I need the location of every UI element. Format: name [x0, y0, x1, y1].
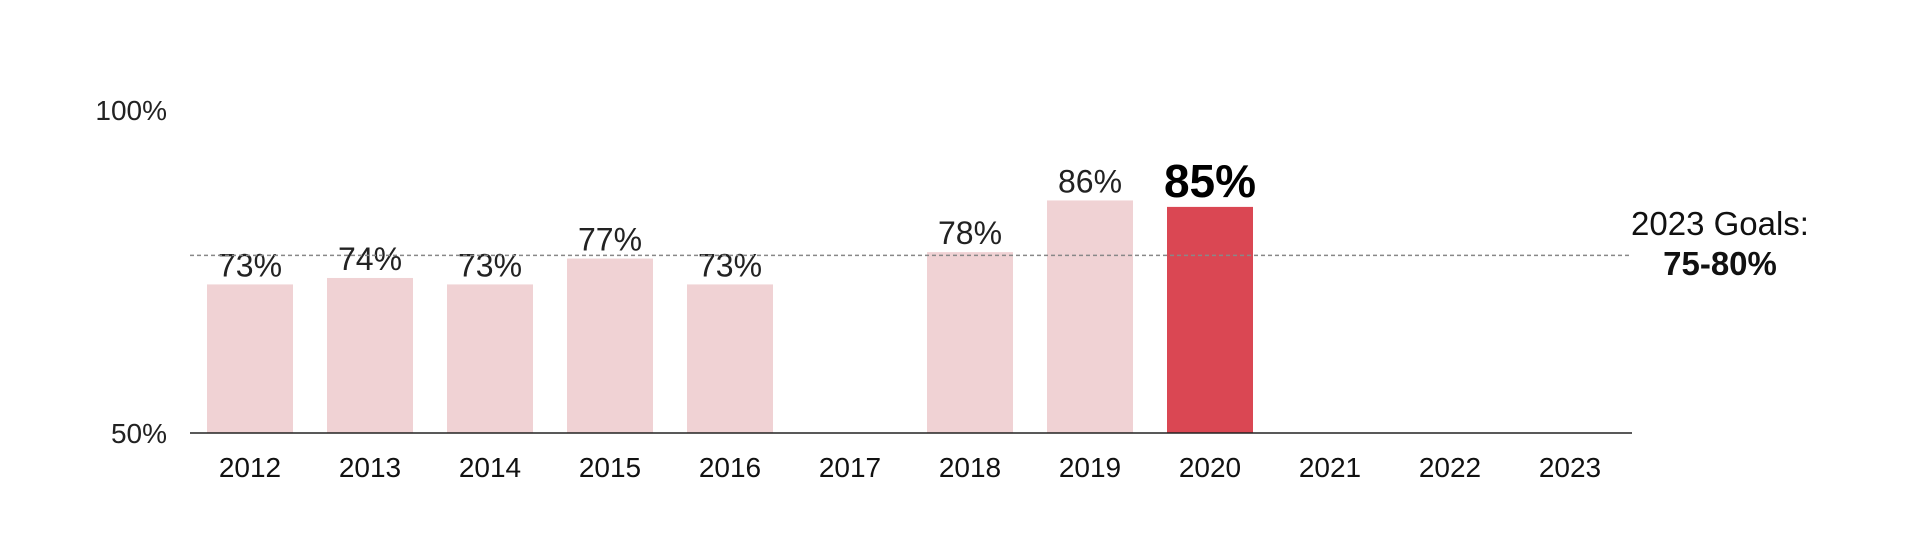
x-tick-label: 2019 — [1059, 452, 1121, 483]
x-tick-label: 2014 — [459, 452, 521, 483]
x-tick-label: 2020 — [1179, 452, 1241, 483]
data-label-2012: 73% — [218, 247, 282, 283]
x-tick-label: 2012 — [219, 452, 281, 483]
bar-2016 — [687, 284, 773, 433]
bar-series — [207, 200, 1253, 433]
x-axis-labels: 2012 2013 2014 2015 2016 2017 2018 2019 2020 2021… — [219, 452, 1601, 483]
x-tick-label: 2021 — [1299, 452, 1361, 483]
goal-annotation: 2023 Goals: 75-80% — [1620, 204, 1820, 284]
bar-2012 — [207, 284, 293, 433]
bar-data-labels: 73% 74% 73% 77% 73% 78% 86% 85% — [218, 155, 1256, 284]
data-label-2019: 86% — [1058, 163, 1122, 199]
x-tick-label: 2022 — [1419, 452, 1481, 483]
x-tick-label: 2016 — [699, 452, 761, 483]
data-label-2013: 74% — [338, 241, 402, 277]
data-label-2014: 73% — [458, 247, 522, 283]
goal-value: 75-80% — [1663, 245, 1777, 282]
bar-2019 — [1047, 200, 1133, 433]
data-label-2016: 73% — [698, 247, 762, 283]
x-tick-label: 2015 — [579, 452, 641, 483]
data-label-2020: 85% — [1164, 155, 1256, 207]
y-tick-label: 50% — [111, 418, 167, 449]
y-tick-label: 100% — [95, 95, 167, 126]
x-tick-label: 2018 — [939, 452, 1001, 483]
bar-2015 — [567, 258, 653, 433]
x-tick-label: 2023 — [1539, 452, 1601, 483]
x-tick-label: 2013 — [339, 452, 401, 483]
x-tick-label: 2017 — [819, 452, 881, 483]
y-axis-ticks: 50% 100% — [95, 95, 167, 449]
data-label-2015: 77% — [578, 222, 642, 258]
bar-2014 — [447, 284, 533, 433]
bar-2018 — [927, 252, 1013, 433]
goal-title: 2023 Goals: — [1631, 205, 1809, 242]
data-label-2018: 78% — [938, 215, 1002, 251]
bar-2020 — [1167, 206, 1253, 433]
bar-2013 — [327, 277, 413, 433]
